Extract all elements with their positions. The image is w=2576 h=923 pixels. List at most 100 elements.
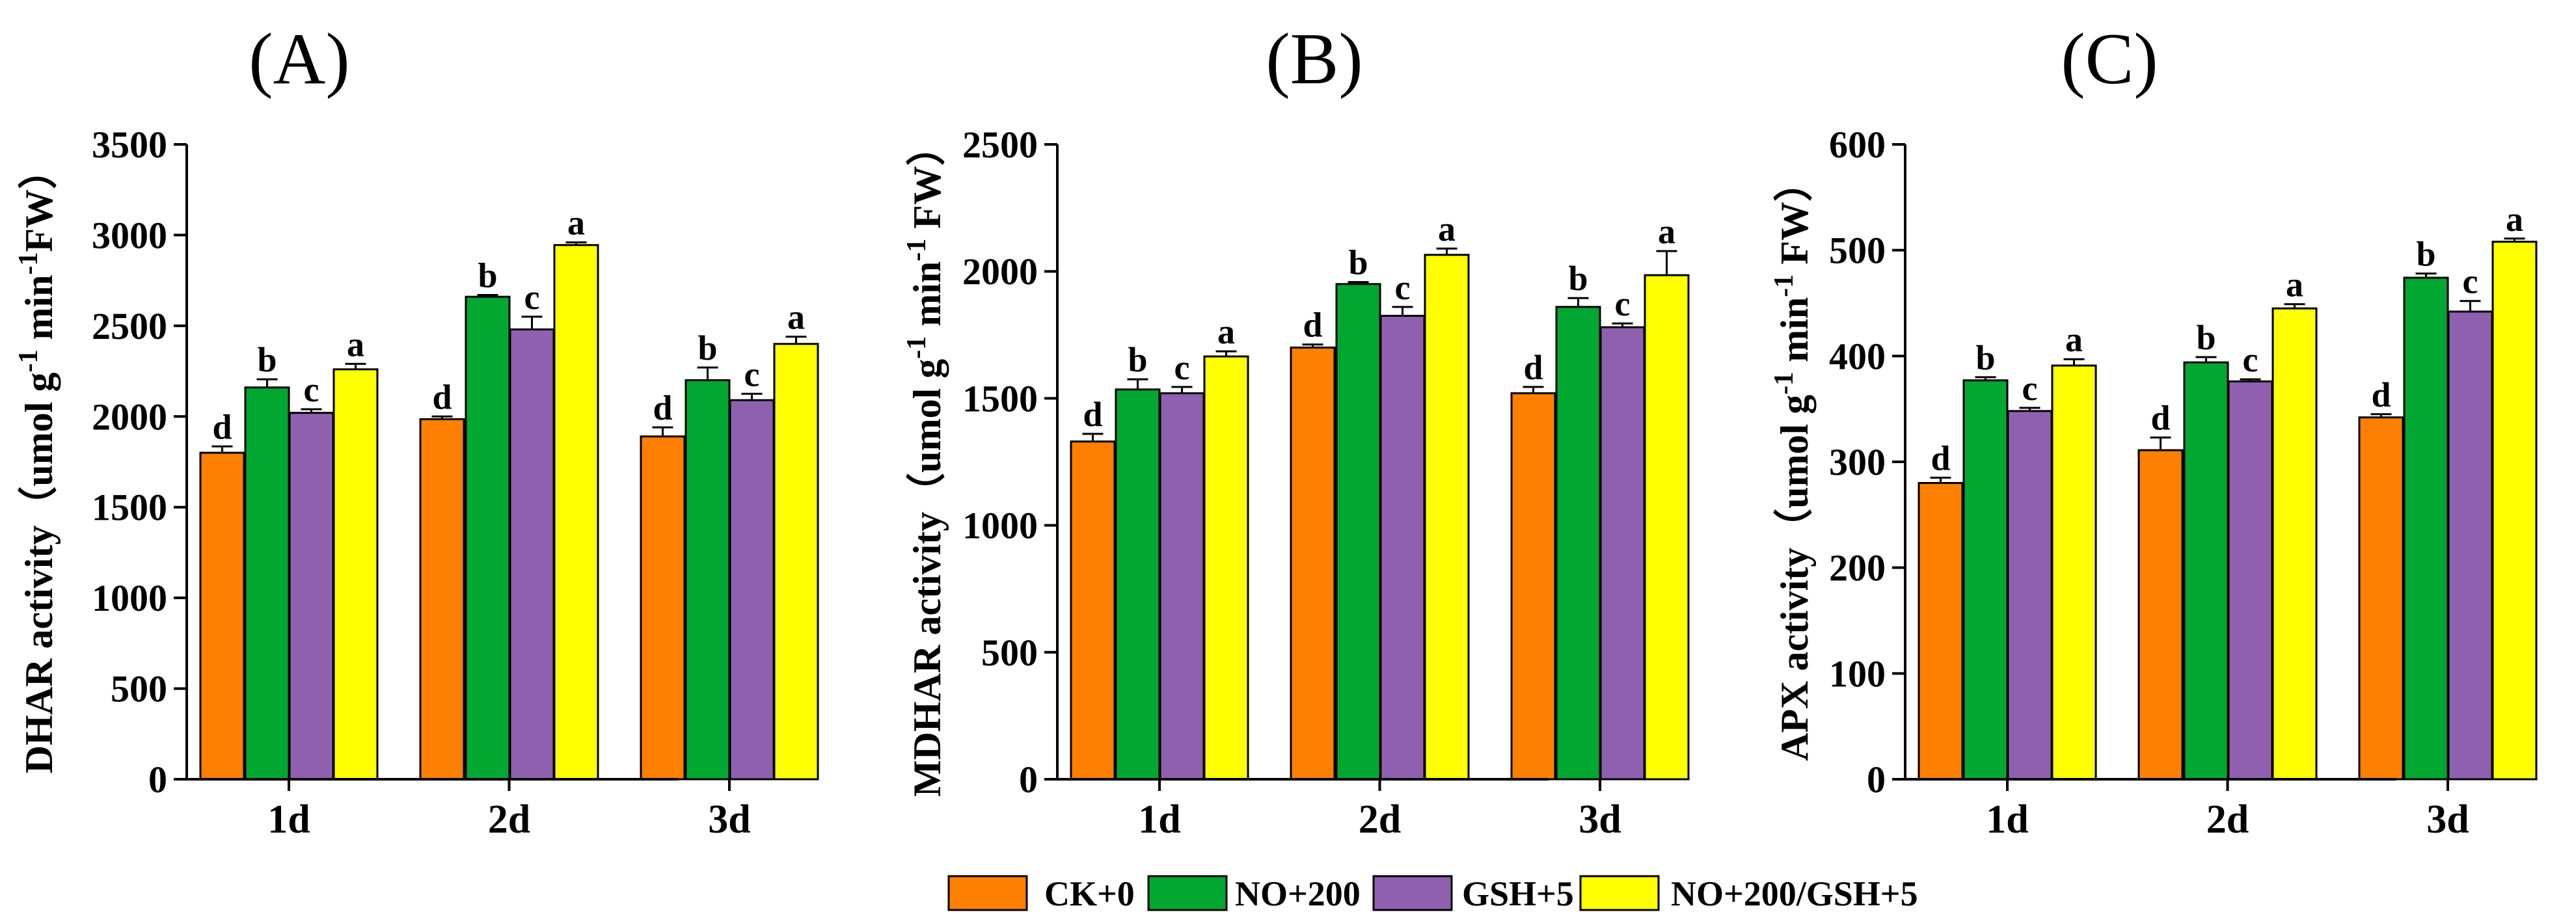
significance-letter: b <box>257 340 277 379</box>
x-tick-label: 3d <box>1579 797 1621 842</box>
significance-letter: a <box>1217 312 1235 351</box>
bar-3d-series-4 <box>773 343 819 781</box>
bar-2d-series-1 <box>1290 346 1336 781</box>
bar-3d-series-3 <box>729 399 775 781</box>
bar-1d-series-3 <box>1159 392 1205 781</box>
legend-label-ck: CK+0 <box>1044 874 1135 913</box>
bar-1d-series-1 <box>1918 482 1964 781</box>
bar-2d-series-2 <box>2183 361 2229 781</box>
bar-3d-series-1 <box>1510 392 1556 781</box>
bar-2d-series-1 <box>419 418 465 781</box>
bar-2d-series-2 <box>465 295 511 781</box>
bar-1d-series-2 <box>244 386 290 781</box>
bar-1d-series-4 <box>2051 364 2097 781</box>
significance-letter: b <box>2416 234 2435 273</box>
bar-1d-series-3 <box>2007 410 2053 781</box>
significance-letter: a <box>2286 265 2303 304</box>
significance-letter: b <box>1128 340 1147 379</box>
legend-swatch-ck <box>947 875 1028 911</box>
y-tick-label: 500 <box>981 632 1038 674</box>
legend-label-nogsh: NO+200/GSH+5 <box>1671 874 1918 913</box>
significance-letter: b <box>1348 243 1368 282</box>
y-tick-label: 500 <box>111 668 167 710</box>
legend-swatch-no <box>1147 875 1228 911</box>
significance-letter: b <box>2196 318 2216 357</box>
y-axis-label: MDHAR activity（umol g-1 min-1 FW） <box>902 127 949 797</box>
y-tick-label: 1000 <box>962 505 1038 547</box>
y-tick-label: 400 <box>1829 335 1886 377</box>
y-tick-label: 600 <box>1829 124 1886 166</box>
bar-1d-series-4 <box>332 368 379 781</box>
significance-letter: a <box>2065 320 2083 359</box>
significance-letter: c <box>1395 268 1411 307</box>
significance-letter: a <box>1438 209 1456 248</box>
panel-label: (B) <box>1266 19 1363 100</box>
significance-letter: a <box>787 298 805 337</box>
bar-3d-series-1 <box>2358 416 2404 781</box>
x-tick-label: 2d <box>2206 797 2249 842</box>
y-tick-label: 3000 <box>92 214 167 256</box>
significance-letter: d <box>212 407 232 446</box>
y-tick-label: 200 <box>1829 547 1886 589</box>
bar-3d-series-3 <box>1599 326 1646 781</box>
significance-letter: b <box>698 328 717 368</box>
y-tick-label: 100 <box>1829 652 1886 695</box>
bar-2d-series-2 <box>1335 283 1381 781</box>
panel-label: (A) <box>249 19 349 100</box>
bar-3d-series-2 <box>685 379 731 781</box>
legend-label-no: NO+200 <box>1235 874 1361 913</box>
significance-letter: d <box>653 388 672 427</box>
bar-3d-series-1 <box>640 435 686 781</box>
legend-label-gsh: GSH+5 <box>1462 874 1574 913</box>
significance-letter: b <box>1975 338 1995 377</box>
legend-swatch-nogsh <box>1579 875 1660 911</box>
x-tick-label: 2d <box>1359 797 1401 842</box>
significance-letter: c <box>2463 262 2478 301</box>
significance-letter: c <box>1174 348 1190 387</box>
y-tick-label: 3500 <box>92 124 167 166</box>
bar-3d-series-4 <box>1644 274 1690 781</box>
significance-letter: d <box>432 377 452 416</box>
y-tick-label: 0 <box>1867 758 1886 801</box>
bar-2d-series-3 <box>1379 315 1426 781</box>
x-tick-label: 2d <box>488 797 530 842</box>
legend: CK+0 NO+200 GSH+5 NO+200/GSH+5 <box>947 874 1918 913</box>
x-tick-label: 1d <box>1138 797 1180 842</box>
bar-3d-series-3 <box>2447 310 2493 781</box>
bar-1d-series-1 <box>1070 440 1116 781</box>
y-tick-label: 1500 <box>92 487 167 529</box>
x-tick-label: 1d <box>267 797 310 842</box>
significance-letter: c <box>2022 369 2038 408</box>
y-tick-label: 2500 <box>92 305 167 347</box>
significance-letter: b <box>1568 259 1588 298</box>
y-tick-label: 500 <box>1829 230 1886 272</box>
significance-letter: b <box>478 256 497 295</box>
y-tick-label: 1000 <box>92 577 167 619</box>
significance-letter: a <box>2506 200 2523 239</box>
significance-letter: a <box>347 325 364 364</box>
significance-letter: c <box>2243 340 2258 379</box>
y-tick-label: 0 <box>1019 758 1038 801</box>
panel-b: (B)MDHAR activity（umol g-1 min-1 FW）dddb… <box>902 19 1690 842</box>
significance-letter: a <box>1658 212 1675 251</box>
panel-c: (C) APX activity（umol g-1 min-1 FW） d d d b b b… <box>1769 19 2538 842</box>
panel-a: (A)DHAR activity（umol g-1 min-1FW）dd dbbb… <box>14 19 819 842</box>
significance-letter: c <box>1615 284 1631 323</box>
y-tick-label: 0 <box>148 758 167 801</box>
significance-letter: d <box>1523 348 1543 387</box>
legend-swatch-gsh <box>1372 875 1453 911</box>
bar-2d-series-4 <box>2271 307 2318 781</box>
y-tick-label: 300 <box>1829 441 1886 483</box>
significance-letter: c <box>524 278 540 317</box>
bar-1d-series-2 <box>1962 379 2009 781</box>
y-tick-label: 1500 <box>962 377 1038 420</box>
x-tick-label: 3d <box>2426 797 2469 842</box>
bar-2d-series-4 <box>553 244 599 781</box>
panel-label: (C) <box>2061 19 2158 100</box>
y-tick-label: 2000 <box>92 395 167 438</box>
significance-letter: d <box>2371 375 2391 414</box>
bar-1d-series-1 <box>199 451 245 781</box>
bar-2d-series-1 <box>2137 449 2184 781</box>
significance-letter: c <box>744 354 760 394</box>
y-axis-label: APX activity（umol g-1 min-1 FW） <box>1769 163 1816 761</box>
